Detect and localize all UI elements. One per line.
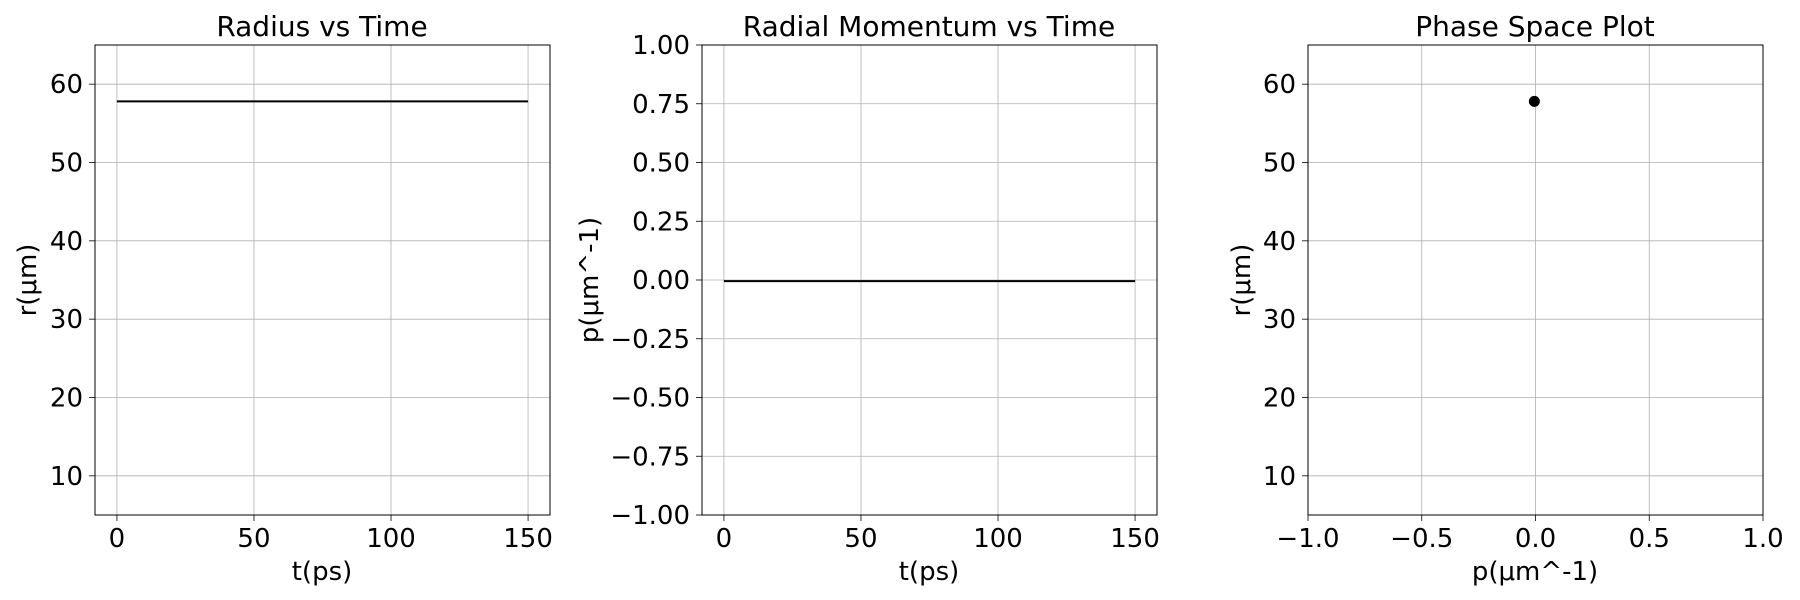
x-tick-label: −1.0 [1276,524,1339,554]
tick-layer: 0 50 100 150 10 20 30 40 50 60 [50,70,553,554]
y-tick-label: −0.50 [610,384,690,414]
x-axis-label: t(ps) [899,557,960,587]
x-tick-label: 0 [109,524,126,554]
y-tick-label: 0.00 [632,266,690,296]
y-tick-label: 0.25 [632,207,690,237]
y-tick-label: 10 [1263,462,1296,492]
y-tick-label: 60 [1263,70,1296,100]
y-tick-label: 0.50 [632,149,690,179]
y-tick-label: 50 [1263,149,1296,179]
panel-title: Radius vs Time [216,10,427,43]
y-tick-label: −0.25 [610,325,690,355]
data-point [1528,95,1540,107]
y-tick-label: −1.00 [610,501,690,531]
x-tick-label: 50 [237,524,270,554]
phase-space-panel: Phase Space Plot −1.0 −0.5 0.0 0.5 1.0 10 20 30… [1227,10,1784,587]
x-tick-label: 0 [716,524,733,554]
x-tick-label: 1.0 [1742,524,1783,554]
y-tick-label: 30 [50,305,83,335]
y-tick-label: 0.75 [632,90,690,120]
x-axis-label: t(ps) [292,557,353,587]
x-axis-label: p(μm^-1) [1472,557,1598,587]
grid-lines [95,45,550,515]
y-tick-label: −0.75 [610,442,690,472]
grid-lines [1307,45,1764,515]
radius-vs-time-panel: Radius vs Time 0 50 100 150 10 20 30 40 50 60 t(p… [13,10,553,587]
y-tick-label: 40 [1263,227,1296,257]
x-tick-label: 150 [503,524,553,554]
panel-title: Phase Space Plot [1415,10,1655,43]
tick-layer: 0 50 100 150 −1.00 −0.75 −0.50 −0.25 0.00 0.25 0.5… [610,31,1160,554]
tick-layer: −1.0 −0.5 0.0 0.5 1.0 10 20 30 40 50 60 [1263,70,1784,554]
panel-title: Radial Momentum vs Time [743,10,1115,43]
y-tick-label: 40 [50,227,83,257]
x-tick-label: 50 [844,524,877,554]
x-tick-label: 100 [973,524,1023,554]
y-tick-label: 20 [1263,384,1296,414]
y-axis-label: r(μm) [13,244,43,317]
y-axis-label: r(μm) [1227,244,1257,317]
y-tick-label: 10 [50,462,83,492]
y-tick-label: 50 [50,149,83,179]
x-tick-label: 100 [366,524,416,554]
x-tick-label: −0.5 [1390,524,1453,554]
series-layer [1528,95,1540,107]
radial-momentum-vs-time-panel: Radial Momentum vs Time 0 50 100 150 −1.00 −0… [575,10,1160,587]
y-tick-label: 20 [50,384,83,414]
x-tick-label: 0.0 [1515,524,1556,554]
y-tick-label: 60 [50,70,83,100]
y-axis-label: p(μm^-1) [575,217,605,343]
grid-lines [702,44,1157,516]
x-tick-label: 0.5 [1629,524,1670,554]
x-tick-label: 150 [1110,524,1160,554]
plot-frame [94,44,551,516]
y-tick-label: 30 [1263,305,1296,335]
y-tick-label: 1.00 [632,31,690,61]
